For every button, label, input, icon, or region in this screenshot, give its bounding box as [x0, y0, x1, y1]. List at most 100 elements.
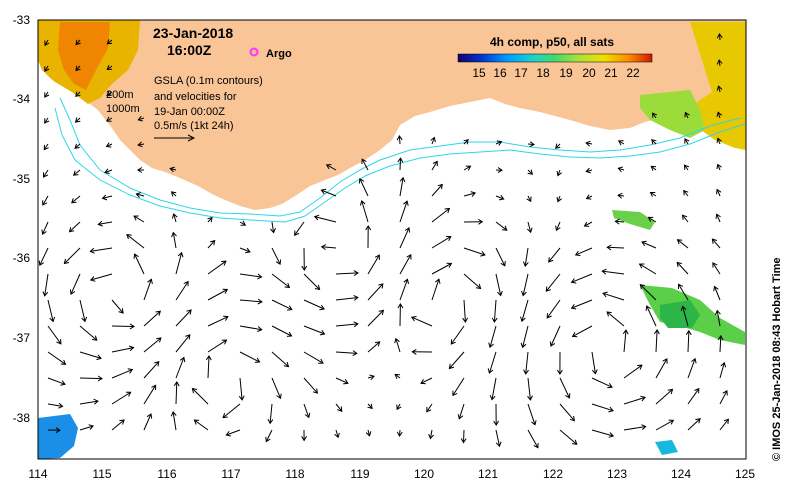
velocity-arrow-head	[225, 430, 232, 437]
velocity-arrow	[138, 117, 145, 121]
velocity-arrow	[586, 169, 593, 172]
velocity-arrow	[44, 39, 49, 46]
velocity-arrow-head	[716, 33, 723, 39]
velocity-arrow-head	[556, 369, 563, 375]
velocity-arrow	[712, 262, 721, 275]
velocity-arrow-head	[319, 304, 325, 311]
velocity-arrow	[226, 429, 241, 436]
velocity-arrow-head	[523, 369, 529, 375]
velocity-arrow	[126, 234, 145, 249]
velocity-arrow-head	[556, 196, 563, 203]
velocity-arrow	[591, 429, 614, 437]
velocity-arrow-head	[125, 391, 132, 397]
velocity-arrow	[571, 273, 593, 283]
velocity-arrow	[44, 273, 49, 296]
lat-tick-37: -37	[13, 331, 31, 345]
velocity-arrow-head	[359, 199, 366, 206]
velocity-arrow	[717, 138, 721, 145]
velocity-arrow-head	[133, 253, 139, 259]
velocity-arrow	[303, 351, 324, 364]
velocity-arrow-head	[683, 164, 690, 170]
velocity-arrow	[606, 311, 625, 327]
velocity-arrow-head	[397, 303, 404, 309]
velocity-arrow	[44, 91, 49, 98]
velocity-arrow	[335, 351, 357, 354]
colorbar-tick-17: 17	[514, 66, 528, 80]
velocity-arrow-head	[88, 424, 94, 430]
velocity-arrow	[335, 272, 359, 275]
velocity-arrow	[431, 184, 443, 197]
velocity-arrow	[687, 388, 700, 405]
velocity-arrow-head	[497, 290, 503, 297]
velocity-arrow	[47, 377, 66, 385]
velocity-arrow	[521, 299, 529, 322]
velocity-arrow-head	[72, 170, 79, 176]
velocity-arrow-head	[555, 143, 561, 149]
velocity-arrow-head	[638, 263, 645, 269]
velocity-arrow	[79, 299, 86, 322]
velocity-arrow	[591, 377, 613, 388]
velocity-arrow	[618, 194, 625, 197]
velocity-arrow	[106, 117, 113, 122]
velocity-arrow-head	[106, 65, 112, 71]
velocity-arrow-head	[173, 381, 180, 387]
velocity-arrow-head	[119, 419, 125, 425]
velocity-arrow-head	[667, 388, 674, 395]
velocity-arrow-head	[177, 251, 184, 258]
velocity-arrow	[463, 273, 481, 289]
velocity-arrow-head	[448, 363, 455, 370]
velocity-arrow-head	[574, 250, 581, 257]
velocity-arrow-head	[146, 413, 153, 419]
velocity-arrow-head	[549, 341, 556, 347]
velocity-arrow	[559, 377, 570, 399]
velocity-arrow-head	[410, 316, 417, 322]
velocity-arrow	[111, 391, 131, 405]
velocity-arrow-head	[38, 260, 44, 267]
velocity-arrow	[269, 403, 273, 424]
velocity-arrow	[271, 273, 290, 288]
velocity-arrow-head	[44, 66, 50, 73]
velocity-arrow-head	[426, 406, 432, 413]
velocity-arrow-head	[81, 316, 88, 323]
velocity-arrow-head	[42, 172, 49, 178]
velocity-arrow-head	[720, 361, 727, 368]
velocity-arrow	[525, 351, 529, 374]
velocity-arrow-head	[434, 278, 441, 284]
velocity-arrow-head	[276, 393, 282, 400]
velocity-arrow	[527, 169, 533, 175]
velocity-arrow-head	[462, 317, 469, 323]
velocity-arrow-head	[353, 321, 359, 328]
velocity-arrow-head	[378, 309, 385, 316]
velocity-arrow	[69, 221, 81, 233]
velocity-arrow	[684, 138, 689, 145]
sst-patch-east-green	[640, 90, 705, 138]
velocity-arrow	[133, 215, 145, 223]
velocity-arrow-head	[169, 166, 175, 173]
velocity-arrow-head	[680, 305, 687, 312]
velocity-arrow	[79, 377, 103, 380]
velocity-arrow	[458, 403, 465, 419]
velocity-arrow-head	[403, 200, 409, 206]
velocity-arrow	[106, 143, 113, 147]
velocity-arrow-head	[716, 137, 722, 144]
lon-tick-120: 120	[414, 467, 434, 481]
velocity-arrow	[463, 429, 465, 443]
velocity-arrow	[431, 278, 440, 301]
velocity-arrow-head	[608, 432, 615, 438]
velocity-arrow-head	[352, 350, 358, 357]
velocity-arrow	[173, 213, 177, 223]
velocity-arrow	[716, 310, 721, 327]
velocity-arrow-head	[684, 138, 690, 144]
velocity-arrow	[555, 221, 561, 231]
velocity-arrow-head	[257, 326, 263, 332]
velocity-arrow-head	[531, 420, 537, 426]
velocity-arrow-head	[480, 250, 486, 257]
velocity-arrow-head	[652, 112, 658, 118]
velocity-arrow	[489, 325, 497, 348]
velocity-arrow	[367, 429, 370, 436]
velocity-arrow-head	[361, 158, 367, 165]
velocity-arrow	[559, 429, 578, 445]
velocity-arrow	[395, 338, 401, 353]
velocity-arrow-head	[716, 163, 722, 170]
velocity-arrow-head	[526, 227, 533, 234]
